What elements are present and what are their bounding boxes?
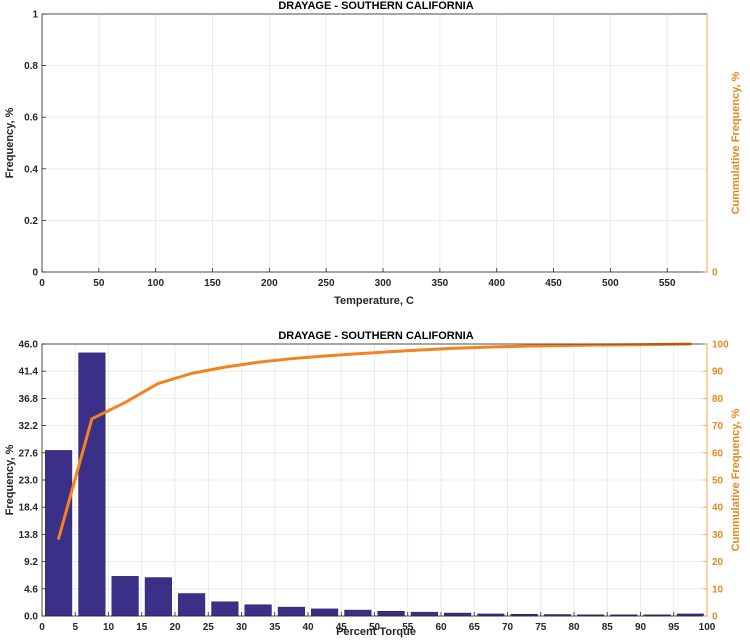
y2-tick-label: 30 bbox=[712, 530, 724, 541]
bar bbox=[444, 612, 472, 617]
x-tick-label: 60 bbox=[435, 622, 447, 633]
x-tick-label: 75 bbox=[535, 622, 547, 633]
y-tick-label: 0.0 bbox=[24, 612, 38, 623]
x-tick-label: 80 bbox=[568, 622, 580, 633]
x-axis-label: Temperature, C bbox=[334, 295, 414, 307]
x-tick-label: 70 bbox=[502, 622, 514, 633]
y-tick-label: 4.6 bbox=[24, 584, 38, 595]
y2-axis-label: Cummulative Frequency, % bbox=[730, 71, 742, 214]
y2-tick-label: 0 bbox=[712, 612, 718, 623]
y-tick-label: 32.2 bbox=[19, 421, 39, 432]
x-tick-label: 85 bbox=[602, 622, 614, 633]
x-tick-label: 25 bbox=[203, 622, 215, 633]
x-tick-label: 15 bbox=[136, 622, 148, 633]
y-tick-label: 41.4 bbox=[19, 367, 39, 378]
y-axis-label: Frequency, % bbox=[4, 107, 16, 178]
y-tick-label: 0 bbox=[32, 268, 38, 279]
cumulative-frequency-line bbox=[57, 342, 692, 540]
x-tick-label: 0 bbox=[39, 278, 45, 289]
bar bbox=[144, 577, 172, 617]
temperature-chart: DRAYAGE - SOUTHERN CALIFORNIA 0 50 100 150 2… bbox=[4, 0, 742, 307]
x-tick-label: 250 bbox=[318, 278, 335, 289]
x-tick-label: 40 bbox=[302, 622, 314, 633]
x-tick-label: 95 bbox=[668, 622, 680, 633]
y2-tick-label: 20 bbox=[712, 557, 724, 568]
x-tick-label: 500 bbox=[602, 278, 619, 289]
y2-tick-label: 60 bbox=[712, 448, 724, 459]
x-tick-label: 300 bbox=[375, 278, 392, 289]
x-tick-label: 65 bbox=[469, 622, 481, 633]
y2-tick-label: 70 bbox=[712, 421, 724, 432]
bar bbox=[78, 352, 106, 617]
x-tick-label: 30 bbox=[236, 622, 248, 633]
x-tick-label: 200 bbox=[261, 278, 278, 289]
x-tick-label: 50 bbox=[369, 622, 381, 633]
x-tick-label: 450 bbox=[545, 278, 562, 289]
y-tick-label: 18.4 bbox=[19, 503, 39, 514]
x-tick-label: 50 bbox=[93, 278, 105, 289]
chart-title: DRAYAGE - SOUTHERN CALIFORNIA bbox=[278, 0, 473, 12]
y-tick-label: 0.4 bbox=[24, 164, 38, 175]
bar bbox=[277, 606, 305, 617]
y-axis-label: Frequency, % bbox=[4, 444, 16, 515]
percent-torque-chart: DRAYAGE - SOUTHERN CALIFORNIA 0 5 10 15 20 25… bbox=[4, 330, 742, 638]
x-axis-label: Percent Torque bbox=[336, 626, 416, 638]
y2-axis-label: Cummulative Frequency, % bbox=[730, 408, 742, 551]
x-tick-label: 20 bbox=[169, 622, 181, 633]
x-tick-label: 550 bbox=[659, 278, 676, 289]
y2-tick-label: 50 bbox=[712, 476, 724, 487]
x-tick-label: 55 bbox=[402, 622, 414, 633]
x-tick-label: 35 bbox=[269, 622, 281, 633]
bar bbox=[111, 576, 139, 617]
x-tick-label: 0 bbox=[39, 622, 45, 633]
bar bbox=[178, 593, 206, 617]
x-tick-label: 90 bbox=[635, 622, 647, 633]
y2-tick-label: 80 bbox=[712, 394, 724, 405]
bar bbox=[410, 611, 438, 617]
x-tick-label: 10 bbox=[103, 622, 115, 633]
bar bbox=[211, 601, 239, 617]
bar bbox=[344, 609, 372, 617]
x-tick-label: 45 bbox=[336, 622, 348, 633]
x-tick-label: 350 bbox=[432, 278, 449, 289]
y-tick-label: 36.8 bbox=[19, 394, 39, 405]
bar bbox=[244, 604, 272, 617]
x-tick-label: 150 bbox=[204, 278, 221, 289]
bar bbox=[311, 608, 339, 617]
y2-tick-label: 10 bbox=[712, 584, 724, 595]
y-tick-label: 9.2 bbox=[24, 557, 38, 568]
y-tick-label: 46.0 bbox=[19, 340, 39, 351]
y-tick-label: 0.8 bbox=[24, 61, 38, 72]
y2-tick-label: 90 bbox=[712, 367, 724, 378]
y-tick-label: 1 bbox=[32, 10, 38, 21]
x-tick-label: 100 bbox=[699, 622, 716, 633]
y2-tick-label: 0 bbox=[712, 268, 718, 279]
x-tick-label: 5 bbox=[72, 622, 78, 633]
y-tick-label: 0.6 bbox=[24, 113, 38, 124]
y-tick-label: 0.2 bbox=[24, 216, 38, 227]
x-tick-label: 400 bbox=[488, 278, 505, 289]
y-tick-label: 13.8 bbox=[19, 530, 39, 541]
x-tick-label: 100 bbox=[147, 278, 164, 289]
y-tick-label: 23.0 bbox=[19, 476, 39, 487]
chart-title: DRAYAGE - SOUTHERN CALIFORNIA bbox=[278, 330, 473, 342]
bar bbox=[377, 611, 405, 617]
y2-tick-label: 40 bbox=[712, 503, 724, 514]
y-tick-label: 27.6 bbox=[19, 448, 39, 459]
y2-tick-label: 100 bbox=[712, 340, 729, 351]
